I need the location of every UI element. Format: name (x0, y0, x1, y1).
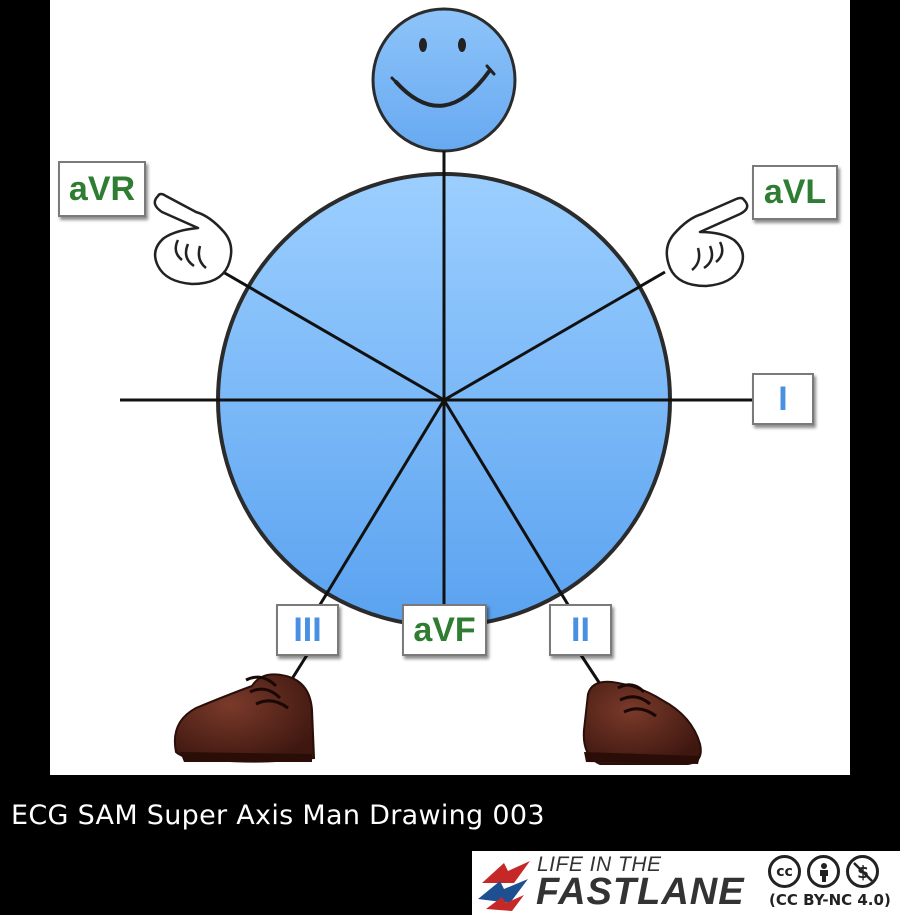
license-text: (CC BY-NC 4.0) (769, 891, 891, 909)
lead-avr-line (222, 270, 445, 402)
lead-avl-label: aVL (752, 165, 838, 220)
non-commercial-icon: $ (846, 855, 879, 888)
smiley-face-icon (371, 7, 517, 153)
creative-commons-icon: cc (768, 855, 801, 888)
logo-main-text: FASTLANE (536, 871, 745, 913)
attribution-icon (807, 855, 840, 888)
pointing-hand-icon (665, 196, 749, 288)
axis-lines (120, 151, 752, 691)
lead-avf-label: aVF (402, 604, 487, 656)
logo-top-text: LIFE IN THE (537, 853, 662, 876)
lead-avl-line (443, 270, 666, 402)
lead-i-label: I (752, 373, 814, 425)
lead-iii-line (316, 399, 446, 609)
lead-ii-line (442, 399, 572, 609)
shoe-icon (174, 673, 316, 763)
shoe-icon (582, 680, 702, 765)
lead-ii-label: II (549, 604, 612, 656)
pointing-hand-icon (153, 192, 233, 286)
logo-emblem-icon (478, 861, 530, 911)
lifeinthefastlane-logo: LIFE IN THE FASTLANE cc $ (CC BY-NC 4.0) (472, 851, 900, 915)
lead-avr-label: aVR (58, 161, 146, 217)
image-caption: ECG SAM Super Axis Man Drawing 003 (11, 800, 545, 831)
lead-iii-label: III (276, 604, 339, 656)
